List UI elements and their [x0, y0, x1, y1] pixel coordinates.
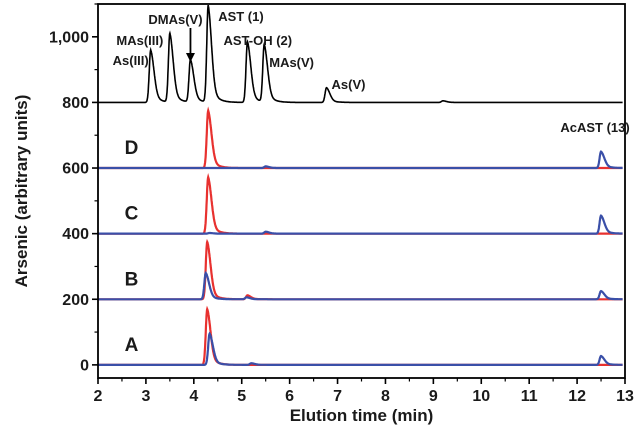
peak-label: MAs(V) — [269, 55, 314, 70]
trace-b-blue — [98, 270, 623, 301]
y-tick-label: 0 — [80, 357, 89, 374]
peak-label: As(III) — [113, 53, 149, 68]
x-tick-label: 12 — [568, 388, 586, 405]
traces — [98, 4, 623, 366]
trace-d-red — [98, 106, 623, 170]
axes: 2 3 4 5 6 7 8 9 10 11 12 13 0 200 400 600 800 1,000 Elutio… — [12, 3, 634, 425]
plot-frame — [97, 3, 626, 379]
x-tick-label: 11 — [521, 388, 538, 405]
y-tick-label: 1,000 — [49, 29, 89, 46]
y-axis-title: Arsenic (arbitrary units) — [12, 95, 31, 288]
y-tick-label: 200 — [62, 292, 89, 309]
labels: D C B A As(III) MAs(III) DMAs(V) AST (1) AST-OH … — [113, 9, 630, 356]
trace-label-d: D — [125, 138, 139, 159]
trace-d-blue — [98, 150, 623, 170]
y-tick-label: 600 — [62, 161, 89, 178]
x-tick-label: 13 — [616, 388, 634, 405]
x-tick-label: 4 — [189, 388, 198, 405]
trace-c-blue — [98, 214, 623, 235]
trace-a-red — [98, 305, 623, 366]
standards-trace — [98, 4, 623, 104]
peak-label: MAs(III) — [116, 33, 163, 48]
trace-label-b: B — [125, 269, 139, 290]
x-axis-title: Elution time (min) — [290, 406, 434, 425]
x-tick-label: 3 — [141, 388, 150, 405]
trace-c-red — [98, 172, 623, 235]
x-tick-label: 8 — [381, 388, 390, 405]
trace-label-a: A — [125, 335, 139, 356]
x-tick-label: 10 — [472, 388, 490, 405]
peak-label: DMAs(V) — [148, 12, 202, 27]
trace-b-red — [98, 238, 623, 301]
x-tick-label: 5 — [237, 388, 246, 405]
x-tick-label: 9 — [429, 388, 438, 405]
y-tick-label: 400 — [62, 226, 89, 243]
trace-label-c: C — [125, 204, 139, 225]
trace-a-blue — [98, 331, 623, 366]
annotation-label: AcAST (13) — [560, 120, 629, 135]
x-tick-label: 7 — [333, 388, 342, 405]
x-tick-label: 2 — [94, 388, 103, 405]
peak-label: AST (1) — [218, 9, 264, 24]
peak-label: AST-OH (2) — [223, 33, 292, 48]
x-tick-label: 6 — [285, 388, 294, 405]
y-tick-label: 800 — [62, 95, 89, 112]
arrow-head — [185, 53, 195, 62]
peak-label: As(V) — [332, 77, 366, 92]
